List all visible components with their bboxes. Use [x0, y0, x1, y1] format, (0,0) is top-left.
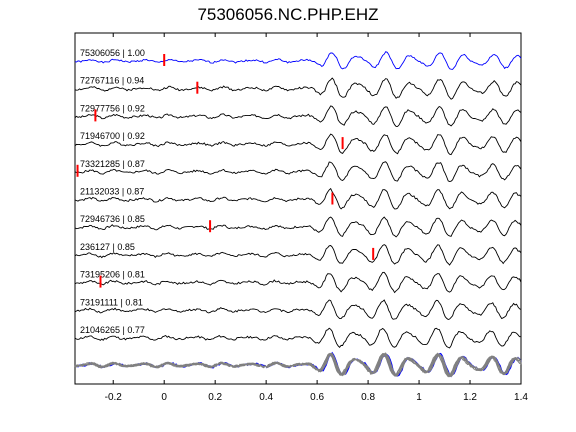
x-tick-label: 1 — [416, 392, 422, 403]
x-tick-label: -0.2 — [105, 392, 123, 403]
trace-label: 75306056 | 1.00 — [80, 48, 145, 58]
trace-label: 236127 | 0.85 — [80, 242, 135, 252]
trace-line — [74, 244, 522, 266]
trace-label: 73321285 | 0.87 — [80, 159, 145, 169]
trace-label: 72946736 | 0.85 — [80, 214, 145, 224]
trace-line — [74, 51, 522, 70]
trace-line — [74, 105, 522, 127]
stack-trace — [74, 352, 521, 378]
trace-line — [74, 133, 522, 156]
trace-label: 73191111 | 0.81 — [80, 297, 143, 307]
trace-line — [74, 187, 522, 210]
x-tick-label: 1.2 — [463, 392, 477, 403]
x-tick-label: 1.4 — [514, 392, 528, 403]
trace-line — [74, 77, 522, 100]
x-tick-label: 0.6 — [310, 392, 324, 403]
x-tick-label: 0.8 — [361, 392, 375, 403]
trace-line — [74, 271, 522, 294]
trace-line — [74, 327, 521, 349]
x-tick-label: 0 — [161, 392, 167, 403]
pick-markers — [76, 54, 375, 288]
trace-label: 71946700 | 0.92 — [80, 131, 145, 141]
x-axis: -0.2 0 0.2 0.4 0.6 0.8 1 1.2 1.4 — [105, 33, 528, 403]
trace-label: 21046265 | 0.77 — [80, 325, 145, 335]
trace-label: 72977756 | 0.92 — [80, 103, 145, 113]
trace-labels: 75306056 | 1.00 72767116 | 0.94 72977756 |… — [80, 48, 145, 335]
chart-title: 75306056.NC.PHP.EHZ — [197, 5, 379, 24]
stack-overlay — [74, 351, 522, 378]
trace-label: 73195206 | 0.81 — [80, 270, 145, 280]
x-tick-label: 0.4 — [259, 392, 273, 403]
trace-label: 21132033 | 0.87 — [80, 187, 144, 197]
trace-line — [74, 216, 522, 238]
plot-area — [74, 32, 522, 385]
trace-label: 72767116 | 0.94 — [80, 76, 144, 86]
trace-line — [74, 299, 522, 321]
x-tick-label: 0.2 — [208, 392, 222, 403]
traces-layer — [74, 51, 522, 349]
trace-line — [74, 161, 522, 182]
